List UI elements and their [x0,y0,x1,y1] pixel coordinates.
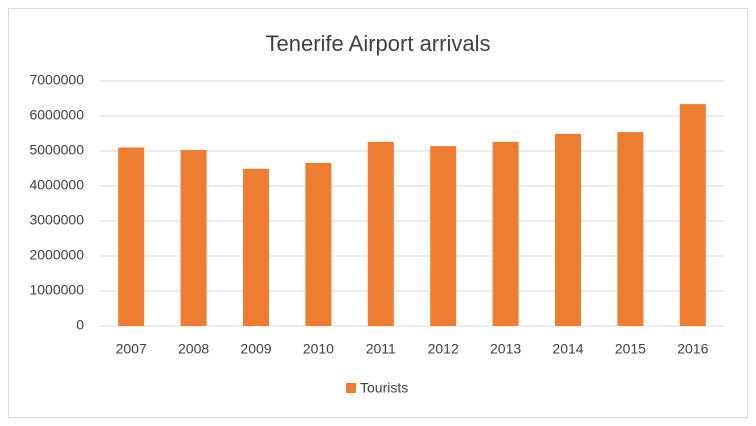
bar [555,133,581,326]
x-tick-label: 2010 [303,341,334,357]
y-tick-label: 1000000 [29,282,84,298]
chart-title: Tenerife Airport arrivals [266,31,491,56]
bar [243,168,269,326]
bar [180,149,207,326]
legend-swatch [346,383,356,393]
y-tick-label: 7000000 [29,72,84,88]
x-tick-label: 2011 [366,341,396,357]
bar [430,146,457,326]
legend-label: Tourists [360,380,408,396]
x-tick-label: 2015 [615,341,646,357]
y-tick-label: 0 [76,317,84,333]
y-tick-label: 6000000 [29,107,84,123]
x-tick-label: 2009 [240,341,271,357]
y-tick-label: 2000000 [29,247,84,263]
x-tick-label: 2013 [490,341,521,357]
x-tick-label: 2008 [178,341,209,357]
bar [305,162,332,326]
y-tick-label: 4000000 [29,177,84,193]
bar [617,132,644,326]
bar [367,141,394,326]
x-tick-label: 2012 [428,341,459,357]
bar [679,104,706,326]
bar [492,141,519,326]
x-tick-label: 2007 [116,341,147,357]
bar [118,147,145,326]
x-tick-label: 2016 [677,341,708,357]
y-tick-label: 5000000 [29,142,84,158]
x-tick-label: 2014 [552,341,583,357]
y-tick-label: 3000000 [29,212,84,228]
